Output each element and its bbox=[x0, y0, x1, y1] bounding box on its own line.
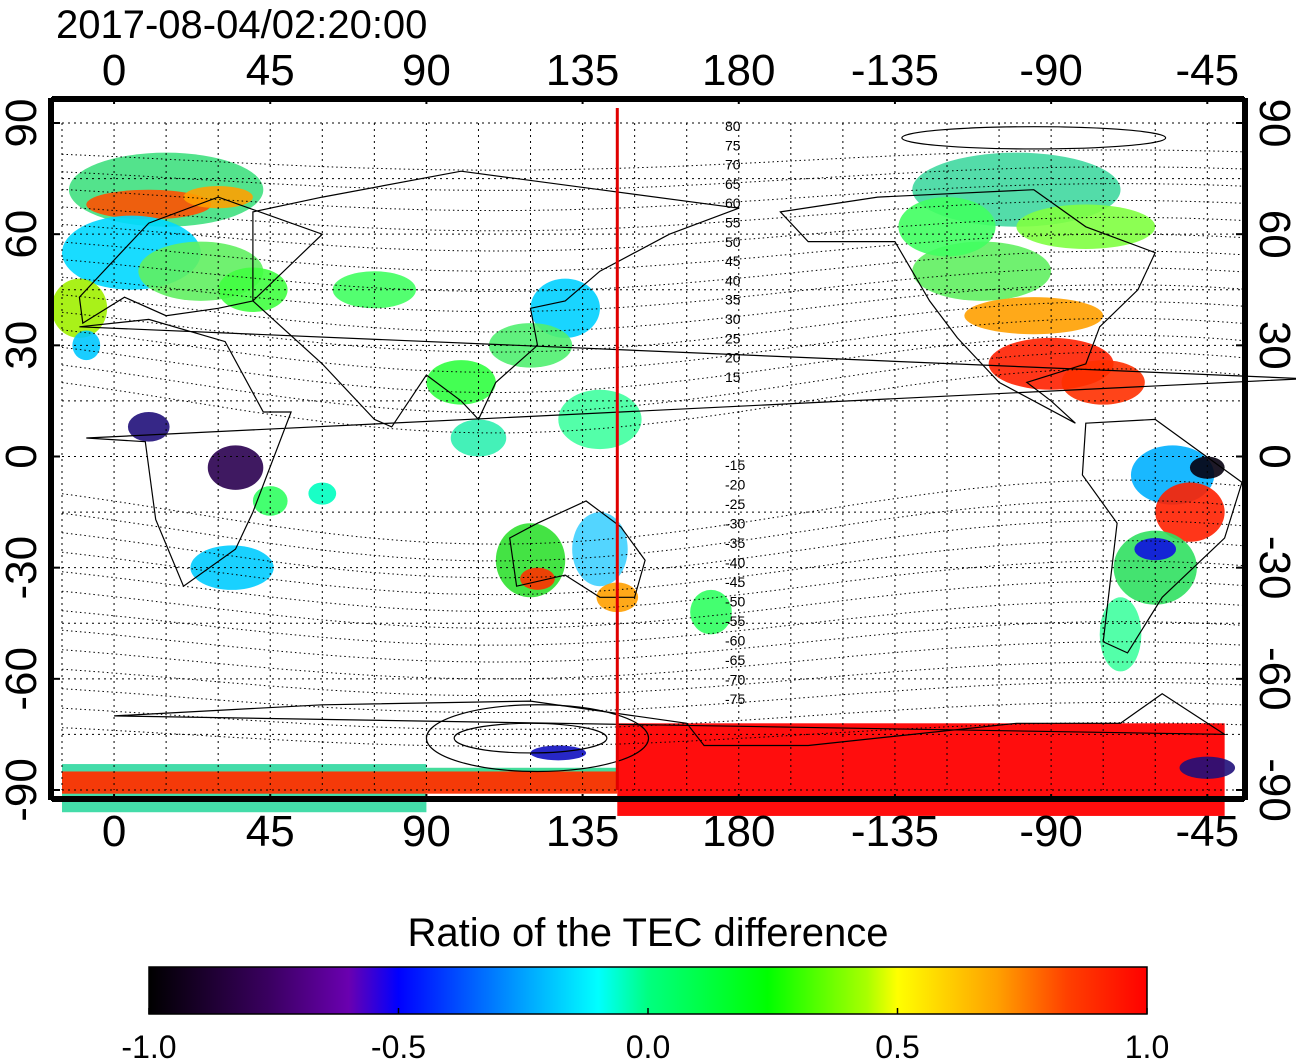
bottom-lon-tick-label: 45 bbox=[246, 807, 295, 856]
right-latitude-labels: 90 60 30 0 -30 -60 -90 bbox=[1250, 99, 1296, 822]
mlat-label: 70 bbox=[725, 157, 741, 173]
map-title: 2017-08-04/02:20:00 bbox=[56, 3, 427, 47]
colorbar-label: Ratio of the TEC difference bbox=[407, 911, 888, 955]
top-lon-tick-label: 45 bbox=[246, 46, 295, 95]
left-lat-tick-label: -30 bbox=[0, 536, 46, 600]
colorbar-ticks: -1.0 -0.5 0.0 0.5 1.0 bbox=[121, 1008, 1169, 1064]
left-latitude-labels: 90 60 30 0 -30 -60 -90 bbox=[0, 99, 46, 822]
mlat-label: 25 bbox=[725, 330, 741, 346]
mlat-label: -70 bbox=[725, 672, 745, 688]
bottom-longitude-labels: 0 45 90 135 180 -135 -90 -45 bbox=[102, 807, 1239, 856]
top-longitude-labels: 0 45 90 135 180 -135 -90 -45 bbox=[102, 46, 1239, 95]
mlat-label: 65 bbox=[725, 176, 741, 192]
right-lat-tick-label: 30 bbox=[1250, 321, 1296, 370]
bottom-lon-tick-label: 90 bbox=[402, 807, 451, 856]
mlat-label: -65 bbox=[725, 652, 745, 668]
map-frame bbox=[51, 97, 1245, 801]
mlat-label: -15 bbox=[725, 457, 745, 473]
top-lon-tick-label: -90 bbox=[1019, 46, 1083, 95]
right-lat-tick-label: 90 bbox=[1250, 99, 1296, 148]
mlat-label: 15 bbox=[725, 369, 741, 385]
top-lon-tick-label: -135 bbox=[851, 46, 939, 95]
magnetic-latitude-labels: 80 75 70 65 60 55 50 45 40 35 30 25 20 15 -15 -20 -25 -30… bbox=[725, 118, 745, 707]
mlat-label: 80 bbox=[725, 118, 741, 134]
left-lat-tick-label: 60 bbox=[0, 210, 46, 259]
mlat-label: 35 bbox=[725, 292, 741, 308]
right-lat-tick-label: 0 bbox=[1250, 444, 1296, 468]
colorbar-tick-label: 1.0 bbox=[1125, 1029, 1169, 1064]
left-lat-tick-label: 0 bbox=[0, 444, 46, 468]
left-lat-tick-label: 90 bbox=[0, 99, 46, 148]
mlat-label: -20 bbox=[725, 477, 745, 493]
top-lon-tick-label: 90 bbox=[402, 46, 451, 95]
bottom-lon-tick-label: -135 bbox=[851, 807, 939, 856]
mlat-label: -55 bbox=[725, 613, 745, 629]
mlat-label: 20 bbox=[725, 350, 741, 366]
colorbar-tick-label: 0.0 bbox=[626, 1029, 670, 1064]
magnetic-latitude-contours bbox=[61, 149, 1243, 747]
colorbar bbox=[148, 966, 1148, 1015]
left-lat-tick-label: 30 bbox=[0, 321, 46, 370]
mlat-label: 55 bbox=[725, 215, 741, 231]
left-lat-tick-label: -90 bbox=[0, 758, 46, 822]
bottom-lon-tick-label: 135 bbox=[546, 807, 619, 856]
colorbar-tick-label: 0.5 bbox=[875, 1029, 919, 1064]
right-lat-tick-label: -60 bbox=[1250, 647, 1296, 711]
mlat-label: 50 bbox=[725, 234, 741, 250]
coastlines bbox=[78, 126, 1296, 773]
bottom-lon-tick-label: -45 bbox=[1175, 807, 1239, 856]
right-lat-tick-label: -30 bbox=[1250, 536, 1296, 600]
top-lon-tick-label: 180 bbox=[702, 46, 775, 95]
map-panel: 80 75 70 65 60 55 50 45 40 35 30 25 20 15 -15 -20 -25 -30… bbox=[48, 96, 1296, 816]
colorbar-tick-label: -1.0 bbox=[121, 1029, 176, 1064]
bottom-lon-tick-label: 180 bbox=[702, 807, 775, 856]
mlat-label: -45 bbox=[725, 574, 745, 590]
bottom-lon-tick-label: -90 bbox=[1019, 807, 1083, 856]
right-lat-tick-label: 60 bbox=[1250, 210, 1296, 259]
mlat-label: -60 bbox=[725, 633, 745, 649]
mlat-label: 75 bbox=[725, 137, 741, 153]
mlat-label: -25 bbox=[725, 496, 745, 512]
mlat-label: -35 bbox=[725, 535, 745, 551]
bottom-lon-tick-label: 0 bbox=[102, 807, 126, 856]
top-lon-tick-label: -45 bbox=[1175, 46, 1239, 95]
mlat-label: 40 bbox=[725, 272, 741, 288]
colorbar-tick-label: -0.5 bbox=[371, 1029, 426, 1064]
mlat-label: -40 bbox=[725, 555, 745, 571]
mlat-label: 60 bbox=[725, 195, 741, 211]
mlat-label: -30 bbox=[725, 516, 745, 532]
mlat-label: 45 bbox=[725, 253, 741, 269]
mlat-label: -50 bbox=[725, 594, 745, 610]
right-lat-tick-label: -90 bbox=[1250, 758, 1296, 822]
top-lon-tick-label: 0 bbox=[102, 46, 126, 95]
top-lon-tick-label: 135 bbox=[546, 46, 619, 95]
mlat-label: 30 bbox=[725, 311, 741, 327]
mlat-label: -75 bbox=[725, 691, 745, 707]
left-lat-tick-label: -60 bbox=[0, 647, 46, 711]
coordinate-grid bbox=[61, 122, 1242, 791]
